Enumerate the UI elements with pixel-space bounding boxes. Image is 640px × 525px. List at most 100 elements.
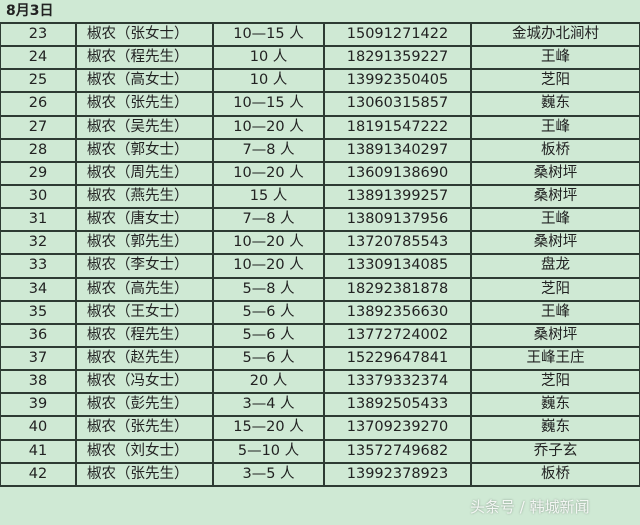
location-cell: 桑树坪 — [470, 160, 640, 186]
farmer-name-cell: 椒农（程先生） — [75, 45, 214, 71]
location-cell: 王峰 — [470, 45, 640, 71]
table-row: 34 椒农（高先生） 5—8 人 18292381878 芝阳 — [0, 276, 640, 302]
phone-number-cell: 13891340297 — [323, 137, 472, 163]
phone-number-cell: 13992378923 — [323, 461, 472, 487]
workers-needed-cell: 10—20 人 — [212, 230, 325, 256]
table-row: 41 椒农（刘女士） 5—10 人 13572749682 乔子玄 — [0, 438, 640, 464]
location-cell: 金城办北涧村 — [470, 21, 640, 48]
farmer-name-cell: 椒农（刘女士） — [75, 438, 214, 464]
table-row: 23 椒农（张女士） 10—15 人 15091271422 金城办北涧村 — [0, 21, 640, 48]
row-number-cell: 38 — [0, 369, 77, 395]
watermark: 头条号 / 韩城新闻 — [470, 498, 590, 516]
date-heading: 8月3日 — [6, 3, 54, 19]
row-number-cell: 36 — [0, 322, 77, 348]
table-row: 38 椒农（冯女士） 20 人 13379332374 芝阳 — [0, 369, 640, 395]
row-number-cell: 26 — [0, 91, 77, 117]
farmer-name-cell: 椒农（张先生） — [75, 461, 214, 487]
workers-needed-cell: 5—8 人 — [212, 276, 325, 302]
workers-needed-cell: 20 人 — [212, 369, 325, 395]
row-number-cell: 42 — [0, 461, 77, 487]
farmer-name-cell: 椒农（李女士） — [75, 253, 214, 279]
table-row: 37 椒农（赵先生） 5—6 人 15229647841 王峰王庄 — [0, 345, 640, 372]
farmer-name-cell: 椒农（彭先生） — [75, 392, 214, 418]
workers-needed-cell: 5—6 人 — [212, 345, 325, 372]
farmer-name-cell: 椒农（赵先生） — [75, 345, 214, 372]
labor-table: 23 椒农（张女士） 10—15 人 15091271422 金城办北涧村 24 椒农（程先… — [0, 21, 640, 487]
phone-number-cell: 13772724002 — [323, 322, 472, 348]
phone-number-cell: 13892505433 — [323, 392, 472, 418]
workers-needed-cell: 7—8 人 — [212, 207, 325, 233]
phone-number-cell: 15229647841 — [323, 345, 472, 372]
location-cell: 芝阳 — [470, 369, 640, 395]
table-row: 32 椒农（郭先生） 10—20 人 13720785543 桑树坪 — [0, 230, 640, 256]
phone-number-cell: 13709239270 — [323, 415, 472, 441]
row-number-cell: 33 — [0, 253, 77, 279]
farmer-name-cell: 椒农（张先生） — [75, 415, 214, 441]
location-cell: 王峰 — [470, 299, 640, 325]
row-number-cell: 30 — [0, 183, 77, 210]
phone-number-cell: 13992350405 — [323, 68, 472, 94]
farmer-name-cell: 椒农（唐女士） — [75, 207, 214, 233]
row-number-cell: 25 — [0, 68, 77, 94]
table-row: 35 椒农（王女士） 5—6 人 13892356630 王峰 — [0, 299, 640, 325]
workers-needed-cell: 10—20 人 — [212, 160, 325, 186]
phone-number-cell: 13720785543 — [323, 230, 472, 256]
workers-needed-cell: 5—6 人 — [212, 322, 325, 348]
table-row: 30 椒农（燕先生） 15 人 13891399257 桑树坪 — [0, 183, 640, 210]
farmer-name-cell: 椒农（吴先生） — [75, 114, 214, 140]
table-row: 39 椒农（彭先生） 3—4 人 13892505433 巍东 — [0, 392, 640, 418]
location-cell: 王峰王庄 — [470, 345, 640, 372]
table-row: 40 椒农（张先生） 15—20 人 13709239270 巍东 — [0, 415, 640, 441]
farmer-name-cell: 椒农（周先生） — [75, 160, 214, 186]
phone-number-cell: 13609138690 — [323, 160, 472, 186]
farmer-name-cell: 椒农（高先生） — [75, 276, 214, 302]
workers-needed-cell: 10—20 人 — [212, 253, 325, 279]
table-row: 25 椒农（高女士） 10 人 13992350405 芝阳 — [0, 68, 640, 94]
row-number-cell: 29 — [0, 160, 77, 186]
table-row: 33 椒农（李女士） 10—20 人 13309134085 盘龙 — [0, 253, 640, 279]
phone-number-cell: 18191547222 — [323, 114, 472, 140]
workers-needed-cell: 10 人 — [212, 68, 325, 94]
farmer-name-cell: 椒农（张先生） — [75, 91, 214, 117]
phone-number-cell: 18292381878 — [323, 276, 472, 302]
location-cell: 板桥 — [470, 461, 640, 487]
workers-needed-cell: 15 人 — [212, 183, 325, 210]
table-row: 28 椒农（郭女士） 7—8 人 13891340297 板桥 — [0, 137, 640, 163]
row-number-cell: 39 — [0, 392, 77, 418]
workers-needed-cell: 10 人 — [212, 45, 325, 71]
farmer-name-cell: 椒农（张女士） — [75, 21, 214, 48]
row-number-cell: 37 — [0, 345, 77, 372]
table-row: 24 椒农（程先生） 10 人 18291359227 王峰 — [0, 45, 640, 71]
location-cell: 巍东 — [470, 415, 640, 441]
row-number-cell: 34 — [0, 276, 77, 302]
row-number-cell: 35 — [0, 299, 77, 325]
location-cell: 巍东 — [470, 392, 640, 418]
location-cell: 桑树坪 — [470, 322, 640, 348]
location-cell: 桑树坪 — [470, 183, 640, 210]
farmer-name-cell: 椒农（燕先生） — [75, 183, 214, 210]
phone-number-cell: 13892356630 — [323, 299, 472, 325]
location-cell: 巍东 — [470, 91, 640, 117]
farmer-name-cell: 椒农（郭女士） — [75, 137, 214, 163]
row-number-cell: 23 — [0, 21, 77, 48]
phone-number-cell: 13060315857 — [323, 91, 472, 117]
row-number-cell: 41 — [0, 438, 77, 464]
workers-needed-cell: 7—8 人 — [212, 137, 325, 163]
phone-number-cell: 13572749682 — [323, 438, 472, 464]
location-cell: 桑树坪 — [470, 230, 640, 256]
location-cell: 芝阳 — [470, 68, 640, 94]
table-row: 29 椒农（周先生） 10—20 人 13609138690 桑树坪 — [0, 160, 640, 186]
workers-needed-cell: 10—15 人 — [212, 91, 325, 117]
workers-needed-cell: 5—10 人 — [212, 438, 325, 464]
table-row: 26 椒农（张先生） 10—15 人 13060315857 巍东 — [0, 91, 640, 117]
workers-needed-cell: 3—4 人 — [212, 392, 325, 418]
phone-number-cell: 13809137956 — [323, 207, 472, 233]
row-number-cell: 27 — [0, 114, 77, 140]
row-number-cell: 24 — [0, 45, 77, 71]
table-row: 31 椒农（唐女士） 7—8 人 13809137956 王峰 — [0, 207, 640, 233]
location-cell: 乔子玄 — [470, 438, 640, 464]
farmer-name-cell: 椒农（程先生） — [75, 322, 214, 348]
location-cell: 板桥 — [470, 137, 640, 163]
workers-needed-cell: 3—5 人 — [212, 461, 325, 487]
phone-number-cell: 13379332374 — [323, 369, 472, 395]
